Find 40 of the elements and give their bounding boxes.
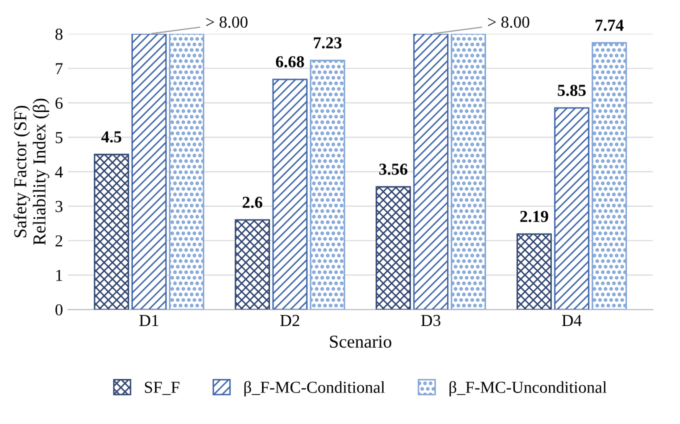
bar: [94, 154, 130, 310]
y-tick-label: 2: [56, 235, 62, 246]
y-tick-label: 3: [56, 200, 62, 212]
bar: [310, 60, 346, 310]
y-tick-label: 7: [56, 63, 63, 74]
bar: [131, 34, 167, 310]
bar: [376, 186, 411, 310]
bar: [554, 107, 590, 310]
legend-label: SF_F: [144, 382, 180, 395]
x-tick-label: D4: [562, 314, 582, 326]
bar: [450, 34, 486, 310]
y-tick-label: 5: [56, 132, 62, 144]
legend-label: β_F-MC-Conditional: [244, 381, 385, 396]
data-label: 6.68: [276, 56, 304, 68]
data-label: 2.6: [242, 196, 262, 208]
data-label: 2.19: [520, 210, 548, 222]
data-label: 7.74: [596, 20, 624, 31]
legend-label: β_F-MC-Unconditional: [450, 381, 607, 396]
data-label: 3.56: [379, 164, 408, 175]
x-tick-label: D2: [280, 314, 300, 326]
data-label: 5.85: [558, 84, 586, 96]
bar: [592, 42, 627, 310]
bar: [272, 78, 308, 310]
data-label: > 8.00: [488, 16, 530, 28]
y-tick-label: 4: [55, 166, 63, 178]
bar: [169, 34, 204, 310]
data-label: 7.23: [314, 37, 342, 49]
bar: [413, 34, 448, 310]
y-tick-label: 6: [56, 98, 63, 109]
data-label: > 8.00: [206, 16, 248, 28]
y-tick-label: 0: [55, 304, 63, 316]
y-tick-label: 8: [55, 28, 63, 40]
data-label: 4.5: [101, 131, 122, 143]
y-tick-label: 1: [56, 270, 62, 281]
x-tick-label: D1: [139, 314, 158, 326]
bar: [234, 219, 270, 310]
x-tick-label: D3: [421, 314, 440, 326]
x-axis-title: Scenario: [330, 336, 392, 348]
bar: [516, 233, 552, 310]
y-axis-title: Safety Factor (SF) Reliability Index (β): [13, 98, 50, 245]
